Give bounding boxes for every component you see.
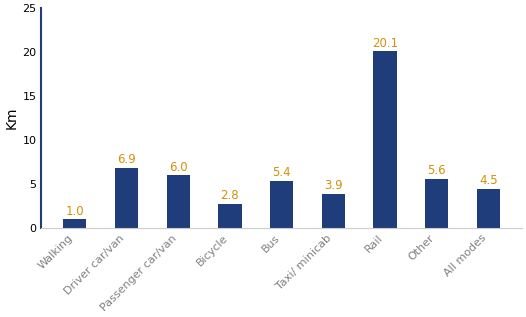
Bar [63, 219, 86, 228]
Text: 5.6: 5.6 [427, 164, 446, 177]
Text: 20.1: 20.1 [372, 36, 398, 49]
Bar [373, 51, 397, 228]
Text: 3.9: 3.9 [324, 179, 342, 192]
Bar [321, 194, 345, 228]
Bar [425, 179, 448, 228]
Bar [270, 181, 293, 228]
Text: 6.0: 6.0 [169, 161, 187, 174]
Text: 1.0: 1.0 [65, 205, 84, 218]
Y-axis label: Km: Km [4, 107, 18, 129]
Text: 6.9: 6.9 [117, 153, 136, 166]
Bar [115, 167, 138, 228]
Bar [167, 175, 190, 228]
Bar [218, 204, 241, 228]
Text: 2.8: 2.8 [220, 189, 239, 202]
Text: 4.5: 4.5 [479, 174, 498, 187]
Bar [477, 189, 500, 228]
Text: 5.4: 5.4 [272, 166, 291, 179]
